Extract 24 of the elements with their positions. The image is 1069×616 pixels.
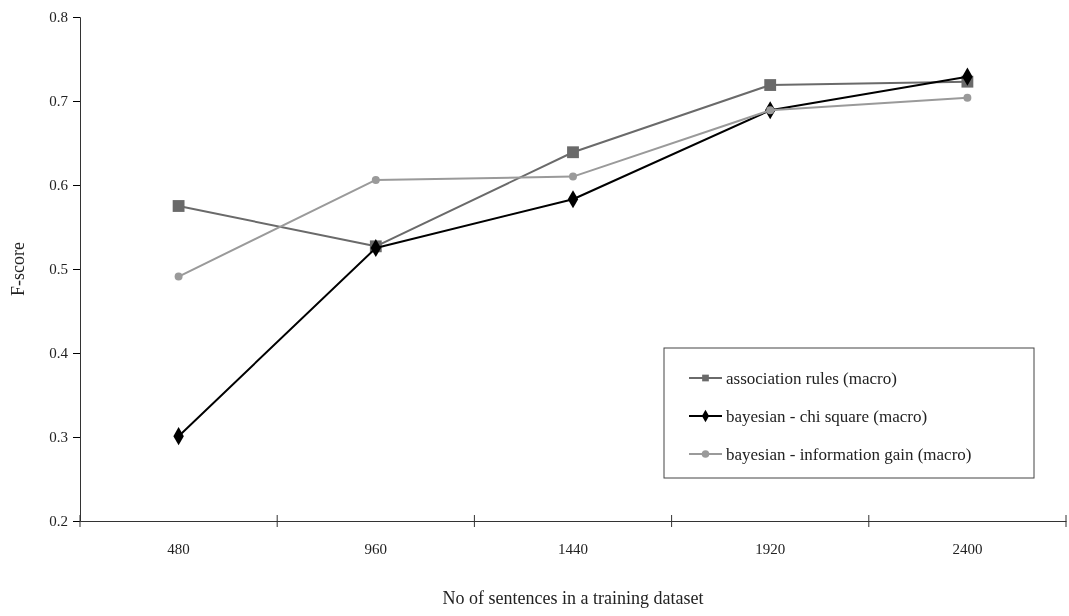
point <box>764 79 777 91</box>
x-axis-title: No of sentences in a training dataset <box>442 588 704 608</box>
point <box>569 172 577 181</box>
point <box>172 200 185 212</box>
y-tick-label: 0.6 <box>49 177 69 194</box>
x-tick-label: 960 <box>364 541 388 557</box>
y-tick-label: 0.4 <box>49 345 69 362</box>
y-tick-label: 0.2 <box>49 513 68 530</box>
legend-label: bayesian - information gain (macro) <box>726 444 972 464</box>
x-tick-label: 2400 <box>952 541 983 557</box>
point <box>567 146 579 159</box>
x-tick-label: 480 <box>167 541 190 557</box>
y-axis-title: F-score <box>8 242 28 296</box>
point <box>371 175 380 184</box>
y-tick-label: 0.3 <box>49 429 68 446</box>
point <box>174 272 183 281</box>
y-tick-label: 0.7 <box>49 93 69 110</box>
x-tick-label: 1440 <box>558 541 588 557</box>
x-tick-label: 1920 <box>755 541 786 557</box>
legend-label: bayesian - chi square (macro) <box>726 406 928 426</box>
y-tick-label: 0.8 <box>49 9 68 26</box>
point <box>963 93 972 102</box>
y-tick-label: 0.5 <box>49 261 68 278</box>
legend-label: association rules (macro) <box>726 368 897 388</box>
